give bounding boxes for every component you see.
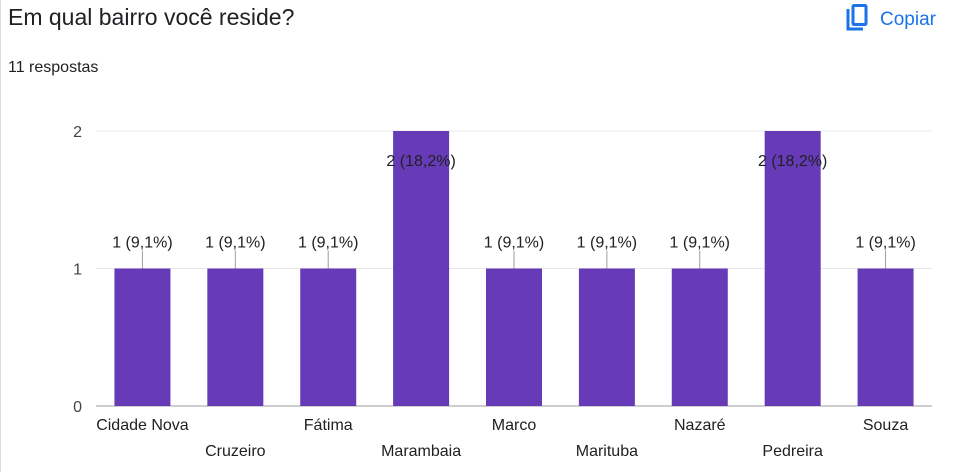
data-label: 1 (9,1%) — [670, 235, 730, 252]
bar — [578, 268, 635, 406]
data-label: 1 (9,1%) — [112, 235, 172, 252]
bar — [207, 268, 264, 406]
response-count: 11 respostas — [8, 59, 99, 76]
y-tick-label: 0 — [73, 399, 82, 416]
data-label: 2 (18,2%) — [758, 153, 827, 170]
y-axis-ticks: 0 1 2 — [73, 124, 82, 416]
y-tick-label: 2 — [73, 124, 82, 141]
data-label: 1 (9,1%) — [577, 235, 637, 252]
data-label: 1 (9,1%) — [205, 235, 265, 252]
bar — [764, 131, 821, 406]
bars — [114, 131, 914, 406]
left-border — [0, 0, 1, 472]
x-tick-label: Cidade Nova — [96, 417, 189, 434]
x-tick-label: Marambaia — [381, 443, 461, 460]
bar — [300, 268, 357, 406]
x-tick-label: Nazaré — [674, 417, 726, 434]
copy-button[interactable]: Copiar — [846, 2, 936, 38]
copy-icon — [846, 3, 868, 37]
copy-label: Copiar — [880, 9, 936, 30]
bar — [114, 268, 171, 406]
data-label: 1 (9,1%) — [484, 235, 544, 252]
bar — [393, 131, 450, 406]
x-tick-label: Marituba — [576, 443, 638, 460]
x-axis-ticks: Cidade Nova Cruzeiro Fátima Marambaia Marco M… — [96, 417, 908, 460]
data-labels: 1 (9,1%) 1 (9,1%) 1 (9,1%) 2 (18,2%) 1 (9,1%… — [112, 113, 916, 269]
question-title: Em qual bairro você reside? — [8, 4, 295, 30]
y-tick-label: 1 — [73, 262, 82, 279]
x-tick-label: Marco — [492, 417, 537, 434]
data-label: 1 (9,1%) — [298, 235, 358, 252]
x-tick-label: Fátima — [304, 417, 353, 434]
bar — [486, 268, 542, 406]
bar — [857, 268, 914, 406]
x-tick-label: Pedreira — [762, 443, 823, 460]
x-tick-label: Cruzeiro — [205, 443, 266, 460]
data-label: 1 (9,1%) — [855, 235, 915, 252]
bar — [671, 268, 728, 406]
x-tick-label: Souza — [863, 417, 908, 434]
data-label: 2 (18,2%) — [386, 153, 455, 170]
